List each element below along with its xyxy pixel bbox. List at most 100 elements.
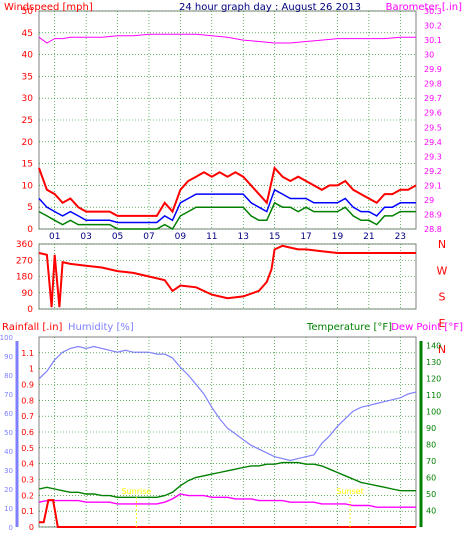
panel3-ytick-rain: 0 [29, 523, 34, 532]
panel3-ytick-rain: 0.2 [21, 491, 34, 500]
panel1-ytick-right: 28.8 [424, 225, 442, 234]
panel1-xtick: 03 [80, 232, 91, 242]
panel3-ytick-humidity: 90 [4, 353, 13, 361]
sun-event-label: Sunrise [121, 487, 151, 496]
panel3-ytick-temp: 110 [426, 391, 441, 400]
panel1-xtick: 07 [143, 232, 154, 242]
panel3-ytick-humidity: 100 [0, 334, 13, 342]
panel1-ytick-left: 35 [22, 72, 33, 82]
panel1-ytick-left: 25 [22, 116, 33, 126]
dewpoint-series-line [38, 493, 416, 508]
panel1-ytick-left: 30 [22, 94, 34, 104]
panel3-ytick-temp: 60 [426, 473, 436, 482]
panel1-ytick-right: 29.1 [424, 181, 442, 190]
panel3-ytick-humidity: 20 [4, 486, 13, 494]
panel1-xtick: 05 [112, 232, 123, 242]
panel3-ytick-temp: 80 [426, 440, 436, 449]
panel3-ylabel-dewpoint: Dew Point [°F] [391, 322, 463, 333]
gust-series-line [38, 165, 417, 217]
panel1-ytick-right: 29.9 [424, 65, 442, 74]
panel1-xtick: 13 [237, 232, 248, 242]
panel1-ytick-right: 29.5 [424, 123, 442, 132]
panel1-ytick-right: 29.8 [424, 80, 442, 89]
chart-title: 24 hour graph day : August 26 2013 [179, 2, 361, 13]
panel3-ytick-humidity: 10 [4, 505, 13, 513]
panel3-ytick-rain: 1 [29, 365, 34, 374]
panel1-ytick-left: 5 [27, 203, 33, 213]
panel1-xtick: 19 [332, 232, 344, 242]
panel3-ylabel-temperature: Temperature [°F] [306, 322, 392, 333]
panel3-ytick-rain: 0.6 [21, 428, 34, 437]
panel3-ytick-humidity: 70 [4, 391, 13, 399]
panel1-ytick-left: 20 [22, 138, 34, 148]
panel1-ytick-left: 40 [22, 51, 34, 61]
panel1-ytick-left: 45 [22, 29, 33, 39]
panel3-ylabel-humidity: Humidity [%] [68, 322, 134, 333]
panel3-ytick-temp: 100 [426, 407, 441, 416]
panel1-ytick-right: 30.3 [424, 7, 442, 16]
panel1-ytick-left: 50 [22, 7, 34, 17]
panel3-ytick-humidity: 80 [4, 372, 13, 380]
panel1-ytick-left: 10 [22, 181, 34, 191]
panel1-ytick-right: 29.2 [424, 167, 442, 176]
panel1-xtick: 21 [363, 232, 374, 242]
panel3-ytick-rain: 0.4 [21, 460, 34, 469]
panel1-ytick-right: 29.6 [424, 109, 442, 118]
panel1-xtick: 11 [206, 232, 217, 242]
panel3-ytick-rain: 0.5 [21, 444, 34, 453]
sun-event-label: Sunset [336, 487, 363, 496]
panel3-ytick-rain: 0.1 [21, 507, 34, 516]
direction-series-line [38, 244, 416, 308]
panel3-ytick-humidity: 30 [4, 467, 13, 475]
average-series-line [38, 188, 416, 224]
rain-series-line [39, 499, 416, 528]
panel2-ytick: 360 [16, 240, 33, 250]
panel2-ytick: 180 [16, 273, 33, 283]
panel2-ytick: 0 [27, 305, 33, 315]
barometer-series-line [38, 33, 416, 44]
panel1-ytick-right: 30.2 [424, 22, 442, 31]
panel1-xtick: 01 [49, 232, 60, 242]
panel2-compass-label: N [438, 238, 446, 251]
panel2-compass-label: E [439, 317, 446, 330]
panel1-ytick-right: 29.7 [424, 94, 442, 103]
panel3-ytick-rain: 0.8 [21, 396, 34, 405]
panel1-ylabel-left: Windspeed [mph] [4, 2, 93, 13]
panel1-xtick: 23 [395, 232, 406, 242]
panel1-ytick-left: 0 [27, 225, 33, 235]
panel1-xtick: 09 [175, 232, 187, 242]
panel3-ylabel-rain: Rainfall [.in] [2, 322, 63, 333]
panel3-ytick-temp: 50 [426, 490, 436, 499]
panel1-ytick-right: 29.3 [424, 152, 442, 161]
panel3-ytick-temp: 40 [426, 506, 436, 515]
panel2-ytick: 270 [16, 256, 33, 266]
panel1-ytick-right: 30.1 [424, 36, 442, 45]
panel3-ytick-humidity: 50 [4, 429, 13, 437]
panel1-ytick-right: 29 [424, 196, 434, 205]
panel3-ytick-rain: 1.1 [21, 349, 34, 358]
panel1-ytick-left: 15 [22, 160, 33, 170]
panel3-ytick-temp: 90 [426, 424, 436, 433]
panel3-ytick-rain: 0.7 [21, 412, 34, 421]
panel3-ytick-humidity: 0 [9, 524, 13, 532]
panel3-ytick-temp: 70 [426, 457, 436, 466]
panel3-ytick-humidity: 60 [4, 410, 13, 418]
panel3-ytick-rain: 0.3 [21, 476, 34, 485]
wind-series-line [38, 201, 416, 231]
panel2-compass-label: S [439, 291, 446, 304]
panel1-ytick-right: 29.4 [424, 138, 442, 147]
humidity-series-line [38, 345, 417, 462]
panel2-compass-label: W [437, 264, 448, 277]
panel1-xtick: 17 [300, 232, 311, 242]
panel3-ytick-temp: 120 [426, 374, 441, 383]
panel1-ylabel-right: Barometer [.in] [386, 2, 462, 13]
panel3-ytick-temp: 130 [426, 358, 441, 367]
panel3-ytick-humidity: 40 [4, 448, 13, 456]
panel1-ytick-right: 28.9 [424, 210, 442, 219]
panel2-ytick: 90 [22, 289, 34, 299]
panel3-ytick-temp: 140 [426, 341, 441, 350]
panel1-xtick: 15 [269, 232, 280, 242]
temperature-series-line [38, 461, 416, 498]
panel1-ytick-right: 30 [424, 51, 434, 60]
